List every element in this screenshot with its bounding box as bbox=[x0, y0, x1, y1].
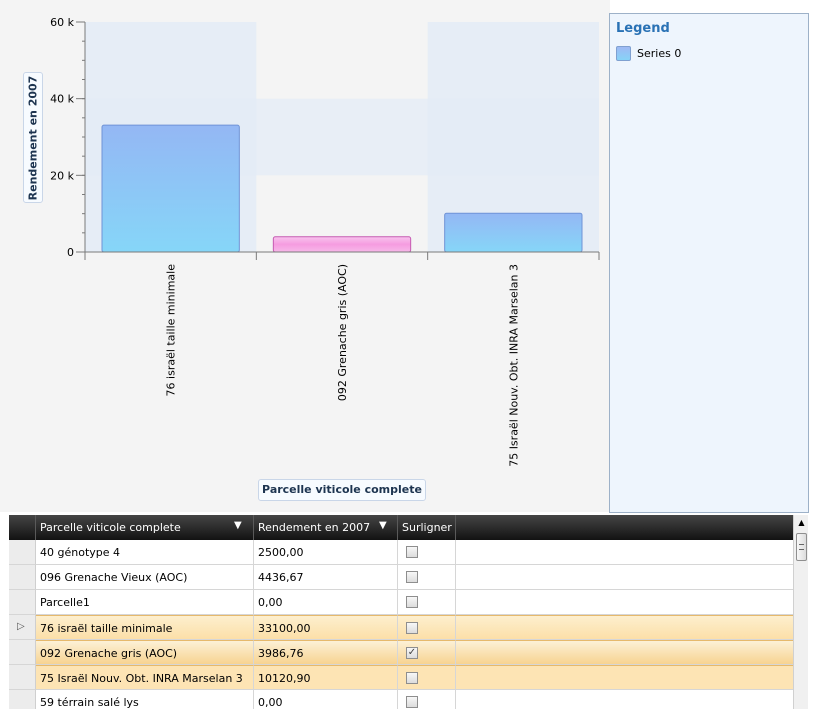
cell-parcelle[interactable]: Parcelle1 bbox=[36, 590, 254, 615]
surligner-checkbox[interactable] bbox=[406, 622, 418, 634]
cell-parcelle[interactable]: 092 Grenache gris (AOC) bbox=[36, 640, 254, 665]
bar-chart: 0 20 k 40 k 60 k 76 israël taille minimale 09… bbox=[50, 16, 600, 467]
scroll-grip-icon bbox=[799, 544, 804, 550]
y-tick-label: 60 k bbox=[50, 16, 74, 29]
cell-rendement[interactable]: 0,00 bbox=[254, 690, 398, 709]
row-selector[interactable] bbox=[9, 590, 36, 615]
cell-parcelle[interactable]: 40 génotype 4 bbox=[36, 540, 254, 565]
scroll-up-arrow-icon[interactable]: ▲ bbox=[798, 518, 805, 527]
legend-title: Legend bbox=[616, 21, 670, 36]
cell-surligner: ✓ bbox=[398, 640, 456, 665]
y-tick-label: 0 bbox=[67, 246, 74, 259]
row-selector[interactable] bbox=[9, 690, 36, 709]
current-row-indicator-icon: ▷ bbox=[17, 621, 25, 632]
row-selector[interactable] bbox=[9, 540, 36, 565]
cell-parcelle[interactable]: 76 israël taille minimale bbox=[36, 615, 254, 640]
cell-parcelle[interactable]: 75 Israël Nouv. Obt. INRA Marselan 3 bbox=[36, 665, 254, 690]
table-row[interactable]: 59 térrain salé lys 0,00 bbox=[9, 690, 793, 709]
surligner-checkbox[interactable] bbox=[406, 596, 418, 608]
bar bbox=[101, 124, 240, 253]
column-header-surligner[interactable]: Surligner bbox=[398, 515, 456, 540]
cell-rendement[interactable]: 2500,00 bbox=[254, 540, 398, 565]
row-filler bbox=[456, 690, 793, 709]
column-header-label: Surligner bbox=[402, 521, 452, 534]
y-tick-label: 20 k bbox=[50, 169, 74, 182]
x-axis-title: Parcelle viticole complete bbox=[258, 479, 426, 501]
filter-icon[interactable]: ▼ bbox=[379, 520, 387, 531]
row-selector[interactable] bbox=[9, 665, 36, 690]
header-row-selector bbox=[9, 515, 36, 540]
y-tick-label: 40 k bbox=[50, 93, 74, 106]
cell-rendement[interactable]: 4436,67 bbox=[254, 565, 398, 590]
table-row[interactable]: 40 génotype 4 2500,00 bbox=[9, 540, 793, 565]
row-filler bbox=[456, 615, 793, 640]
cell-rendement[interactable]: 0,00 bbox=[254, 590, 398, 615]
table-row[interactable]: 096 Grenache Vieux (AOC) 4436,67 bbox=[9, 565, 793, 590]
data-grid: Parcelle viticole complete ▼ Rendement e… bbox=[9, 515, 808, 709]
column-header-rendement[interactable]: Rendement en 2007 bbox=[254, 515, 398, 540]
column-header-parcelle[interactable]: Parcelle viticole complete bbox=[36, 515, 254, 540]
cell-parcelle[interactable]: 59 térrain salé lys bbox=[36, 690, 254, 709]
y-axis-title: Rendement en 2007 bbox=[26, 75, 40, 200]
cell-rendement[interactable]: 10120,90 bbox=[254, 665, 398, 690]
cell-rendement[interactable]: 33100,00 bbox=[254, 615, 398, 640]
surligner-checkbox[interactable] bbox=[406, 546, 418, 558]
table-row[interactable]: ▷ 76 israël taille minimale 33100,00 bbox=[9, 615, 793, 640]
surligner-checkbox[interactable] bbox=[406, 571, 418, 583]
cell-surligner bbox=[398, 665, 456, 690]
table-row[interactable]: 092 Grenache gris (AOC) 3986,76 ✓ bbox=[9, 640, 793, 665]
legend-item: Series 0 bbox=[616, 46, 681, 61]
x-tick-label: 75 Israël Nouv. Obt. INRA Marselan 3 bbox=[507, 264, 520, 467]
y-axis-title-box: Rendement en 2007 bbox=[23, 72, 43, 203]
row-filler bbox=[456, 665, 793, 690]
grid-header: Parcelle viticole complete ▼ Rendement e… bbox=[9, 515, 793, 540]
row-selector[interactable] bbox=[9, 565, 36, 590]
surligner-checkbox[interactable] bbox=[406, 696, 418, 708]
filter-icon[interactable]: ▼ bbox=[234, 520, 242, 531]
cell-surligner bbox=[398, 590, 456, 615]
surligner-checkbox[interactable]: ✓ bbox=[406, 647, 418, 659]
column-header-label: Rendement en 2007 bbox=[258, 521, 371, 534]
x-tick-label: 76 israël taille minimale bbox=[165, 264, 178, 397]
row-filler bbox=[456, 640, 793, 665]
vertical-scrollbar[interactable]: ▲ bbox=[793, 515, 808, 709]
column-header-label: Parcelle viticole complete bbox=[40, 521, 181, 534]
table-row[interactable]: Parcelle1 0,00 bbox=[9, 590, 793, 615]
row-filler bbox=[456, 565, 793, 590]
surligner-checkbox[interactable] bbox=[406, 672, 418, 684]
row-selector[interactable]: ▷ bbox=[9, 615, 36, 640]
row-selector[interactable] bbox=[9, 640, 36, 665]
row-filler bbox=[456, 590, 793, 615]
cell-parcelle[interactable]: 096 Grenache Vieux (AOC) bbox=[36, 565, 254, 590]
cell-surligner bbox=[398, 540, 456, 565]
legend-panel: Legend Series 0 bbox=[609, 13, 809, 513]
legend-item-label: Series 0 bbox=[637, 47, 682, 60]
chart-area: 0 20 k 40 k 60 k 76 israël taille minimale 09… bbox=[0, 0, 610, 512]
x-tick-label: 092 Grenache gris (AOC) bbox=[336, 264, 349, 401]
legend-swatch bbox=[616, 46, 631, 61]
grid-rows: 40 génotype 4 2500,00 096 Grenache Vieux (… bbox=[9, 540, 793, 709]
table-row[interactable]: 75 Israël Nouv. Obt. INRA Marselan 3 1012… bbox=[9, 665, 793, 690]
bar bbox=[444, 212, 583, 253]
cell-surligner bbox=[398, 615, 456, 640]
cell-rendement[interactable]: 3986,76 bbox=[254, 640, 398, 665]
scroll-thumb[interactable] bbox=[796, 533, 807, 561]
cell-surligner bbox=[398, 565, 456, 590]
cell-surligner bbox=[398, 690, 456, 709]
bar bbox=[272, 236, 412, 253]
row-filler bbox=[456, 540, 793, 565]
